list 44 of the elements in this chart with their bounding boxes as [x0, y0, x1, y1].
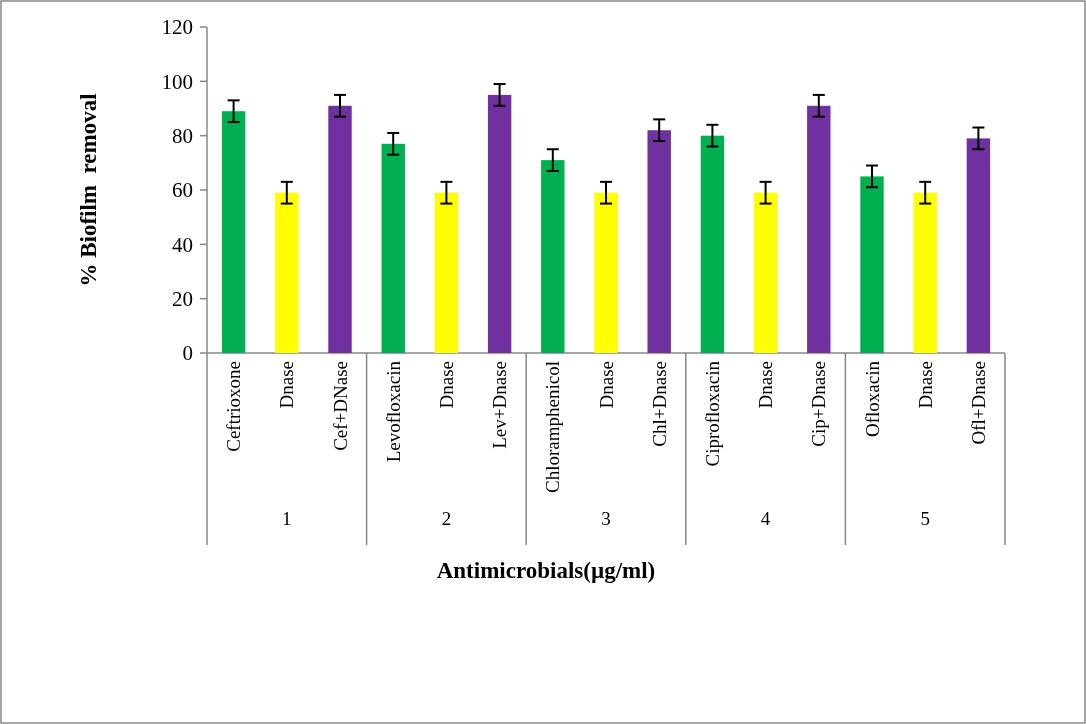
x-tick-label: Chloramphenicol	[542, 361, 564, 493]
text: 3	[601, 508, 611, 529]
y-tick-label: 20	[172, 287, 193, 312]
bar	[966, 138, 991, 353]
x-tick-label: Chl+Dnase	[648, 361, 670, 447]
bar	[700, 135, 725, 353]
x-tick-label: Ceftrioxone	[223, 361, 245, 452]
x-axis-title: Antimicrobials(µg/ml)	[436, 558, 656, 583]
text: 5	[920, 508, 930, 529]
bar	[594, 192, 618, 353]
x-tick-label: Cip+Dnase	[808, 361, 830, 447]
x-tick-label: Ofloxacin	[861, 360, 883, 437]
x-tick-label: Levofloxacin	[382, 360, 404, 463]
x-tick-label: Dnase	[436, 361, 458, 409]
y-tick-label: 0	[182, 341, 193, 366]
x-tick-label: Dnase	[914, 361, 936, 409]
y-tick-label: 80	[172, 124, 193, 149]
x-tick-label: Ciprofloxacin	[702, 360, 724, 467]
text: 1	[282, 508, 292, 529]
bar	[753, 192, 778, 353]
y-tick-label: 120	[161, 15, 193, 40]
bar	[381, 143, 405, 353]
bar	[913, 192, 937, 353]
x-tick-label: Lev+Dnase	[489, 361, 511, 449]
bar	[807, 105, 831, 353]
x-tick-label: Cef+DNase	[329, 361, 351, 451]
bar	[275, 192, 299, 353]
x-tick-label: Dnase	[595, 361, 617, 409]
y-tick-label: 60	[172, 178, 193, 203]
bar	[487, 94, 512, 353]
x-tick-label: Ofl+Dnase	[968, 361, 990, 445]
y-axis-title: % Biofilm removal	[76, 93, 101, 287]
x-tick-label: Dnase	[276, 361, 298, 409]
bar	[860, 176, 884, 353]
y-tick-label: 40	[172, 232, 193, 257]
text: 4	[760, 508, 771, 529]
bar	[328, 105, 352, 353]
bar	[434, 192, 459, 353]
text: 2	[441, 508, 452, 529]
bar	[647, 130, 671, 353]
y-tick-label: 100	[161, 69, 193, 94]
x-tick-label: Dnase	[755, 361, 777, 409]
bar	[541, 160, 565, 353]
bar	[221, 111, 246, 353]
